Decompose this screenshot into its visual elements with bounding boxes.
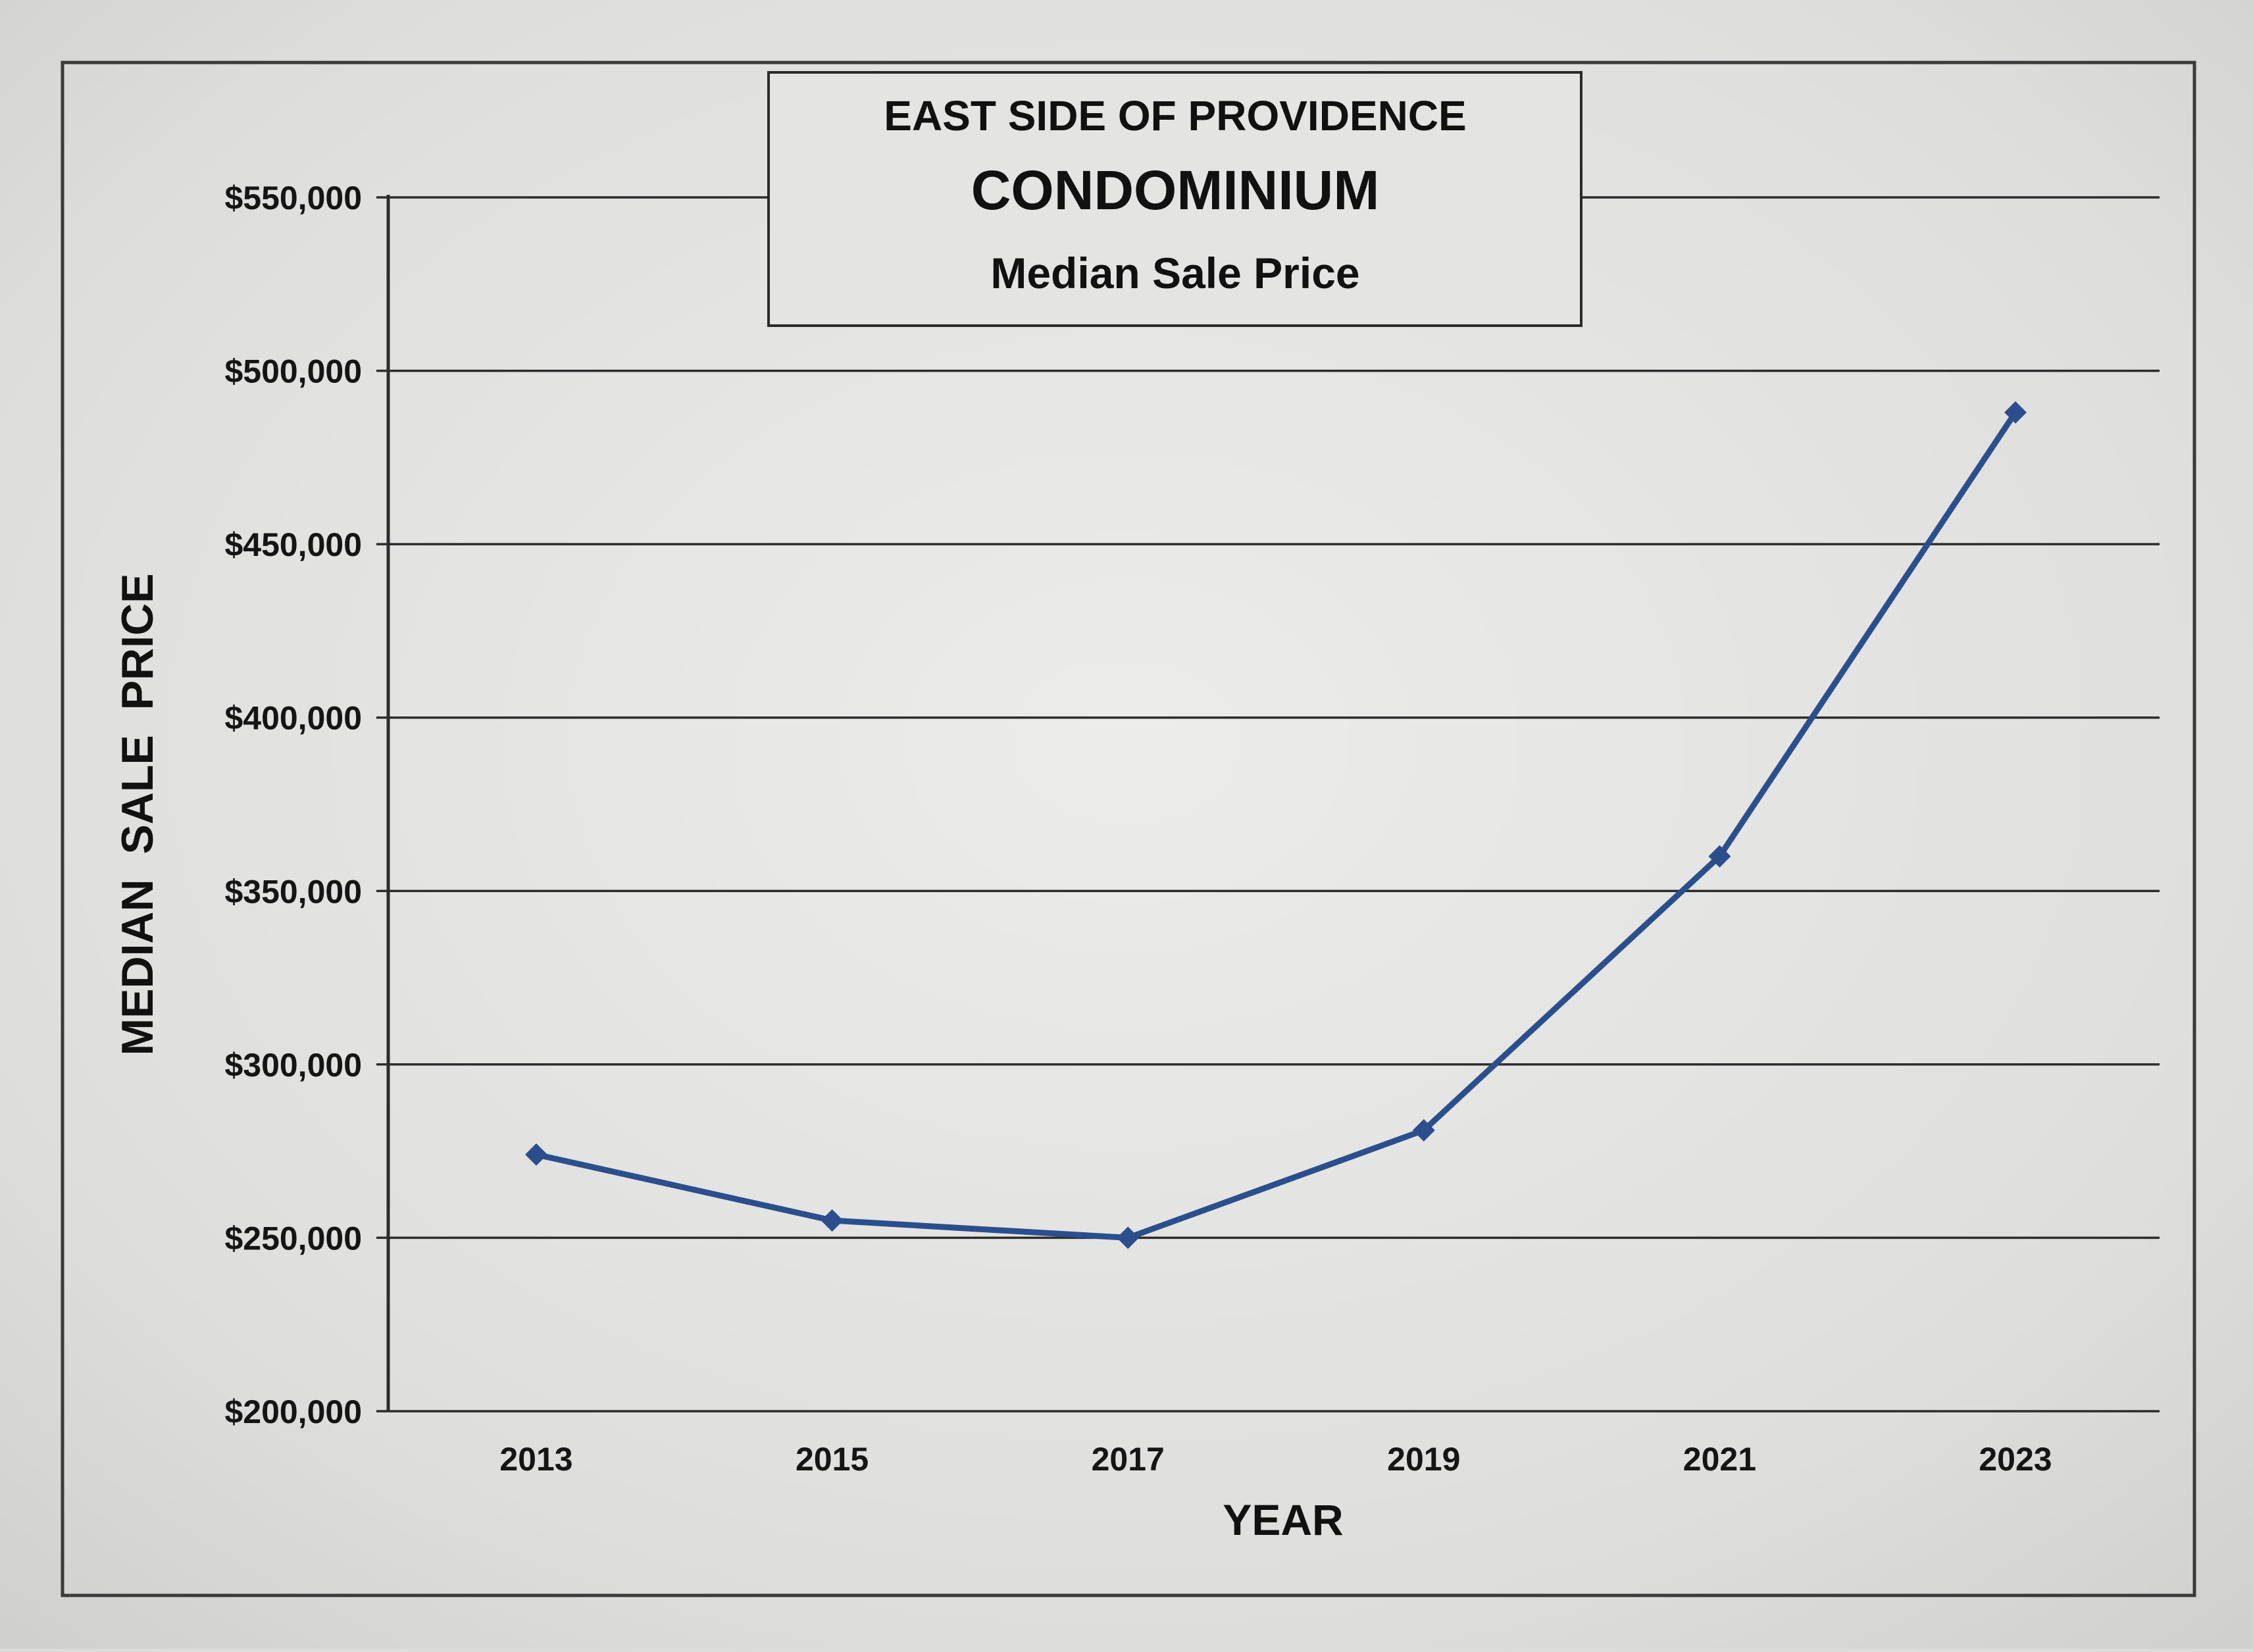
series-line	[533, 409, 2019, 1241]
data-point-marker	[2004, 401, 2027, 424]
data-point-marker	[525, 1143, 547, 1166]
y-tick-label: $450,000	[224, 526, 362, 563]
chart-frame	[61, 61, 2196, 1597]
chart-title-line-3: Median Sale Price	[990, 249, 1359, 297]
x-tick-label: 2017	[1092, 1441, 1165, 1478]
x-tick-label: 2013	[499, 1441, 572, 1478]
y-tick-label: $250,000	[224, 1220, 362, 1257]
x-axis-title: YEAR	[1223, 1495, 1343, 1544]
title-box-frame	[767, 71, 1582, 327]
x-tick-label: 2021	[1683, 1441, 1756, 1478]
y-tick-label: $500,000	[224, 353, 362, 390]
y-tick-label: $200,000	[224, 1393, 362, 1430]
gridlines	[376, 196, 2160, 1413]
y-tick-label: $400,000	[224, 700, 362, 737]
x-tick-label: 2023	[1979, 1441, 2052, 1478]
x-tick-label: 2019	[1387, 1441, 1460, 1478]
chart-title-line-2: CONDOMINIUM	[971, 159, 1380, 221]
y-tick-labels: $200,000 $250,000 $300,000 $350,000 $400,000…	[224, 180, 362, 1430]
title-box: EAST SIDE OF PROVIDENCE CONDOMINIUM Medi…	[767, 71, 1582, 327]
x-tick-labels: 2013 2015 2017 2019 2021 2023	[499, 1441, 2052, 1478]
data-point-marker	[1412, 1119, 1435, 1142]
y-tick-label: $350,000	[224, 873, 362, 910]
series-line-group	[525, 401, 2027, 1249]
y-tick-label: $550,000	[224, 180, 362, 216]
chart-title-line-1: EAST SIDE OF PROVIDENCE	[884, 92, 1466, 139]
data-point-marker	[1117, 1226, 1140, 1249]
y-tick-label: $300,000	[224, 1047, 362, 1084]
data-point-marker	[1708, 845, 1731, 868]
data-point-marker	[821, 1209, 844, 1232]
y-axis-title: MEDIAN SALE PRICE	[113, 574, 163, 1056]
x-tick-label: 2015	[796, 1441, 869, 1478]
